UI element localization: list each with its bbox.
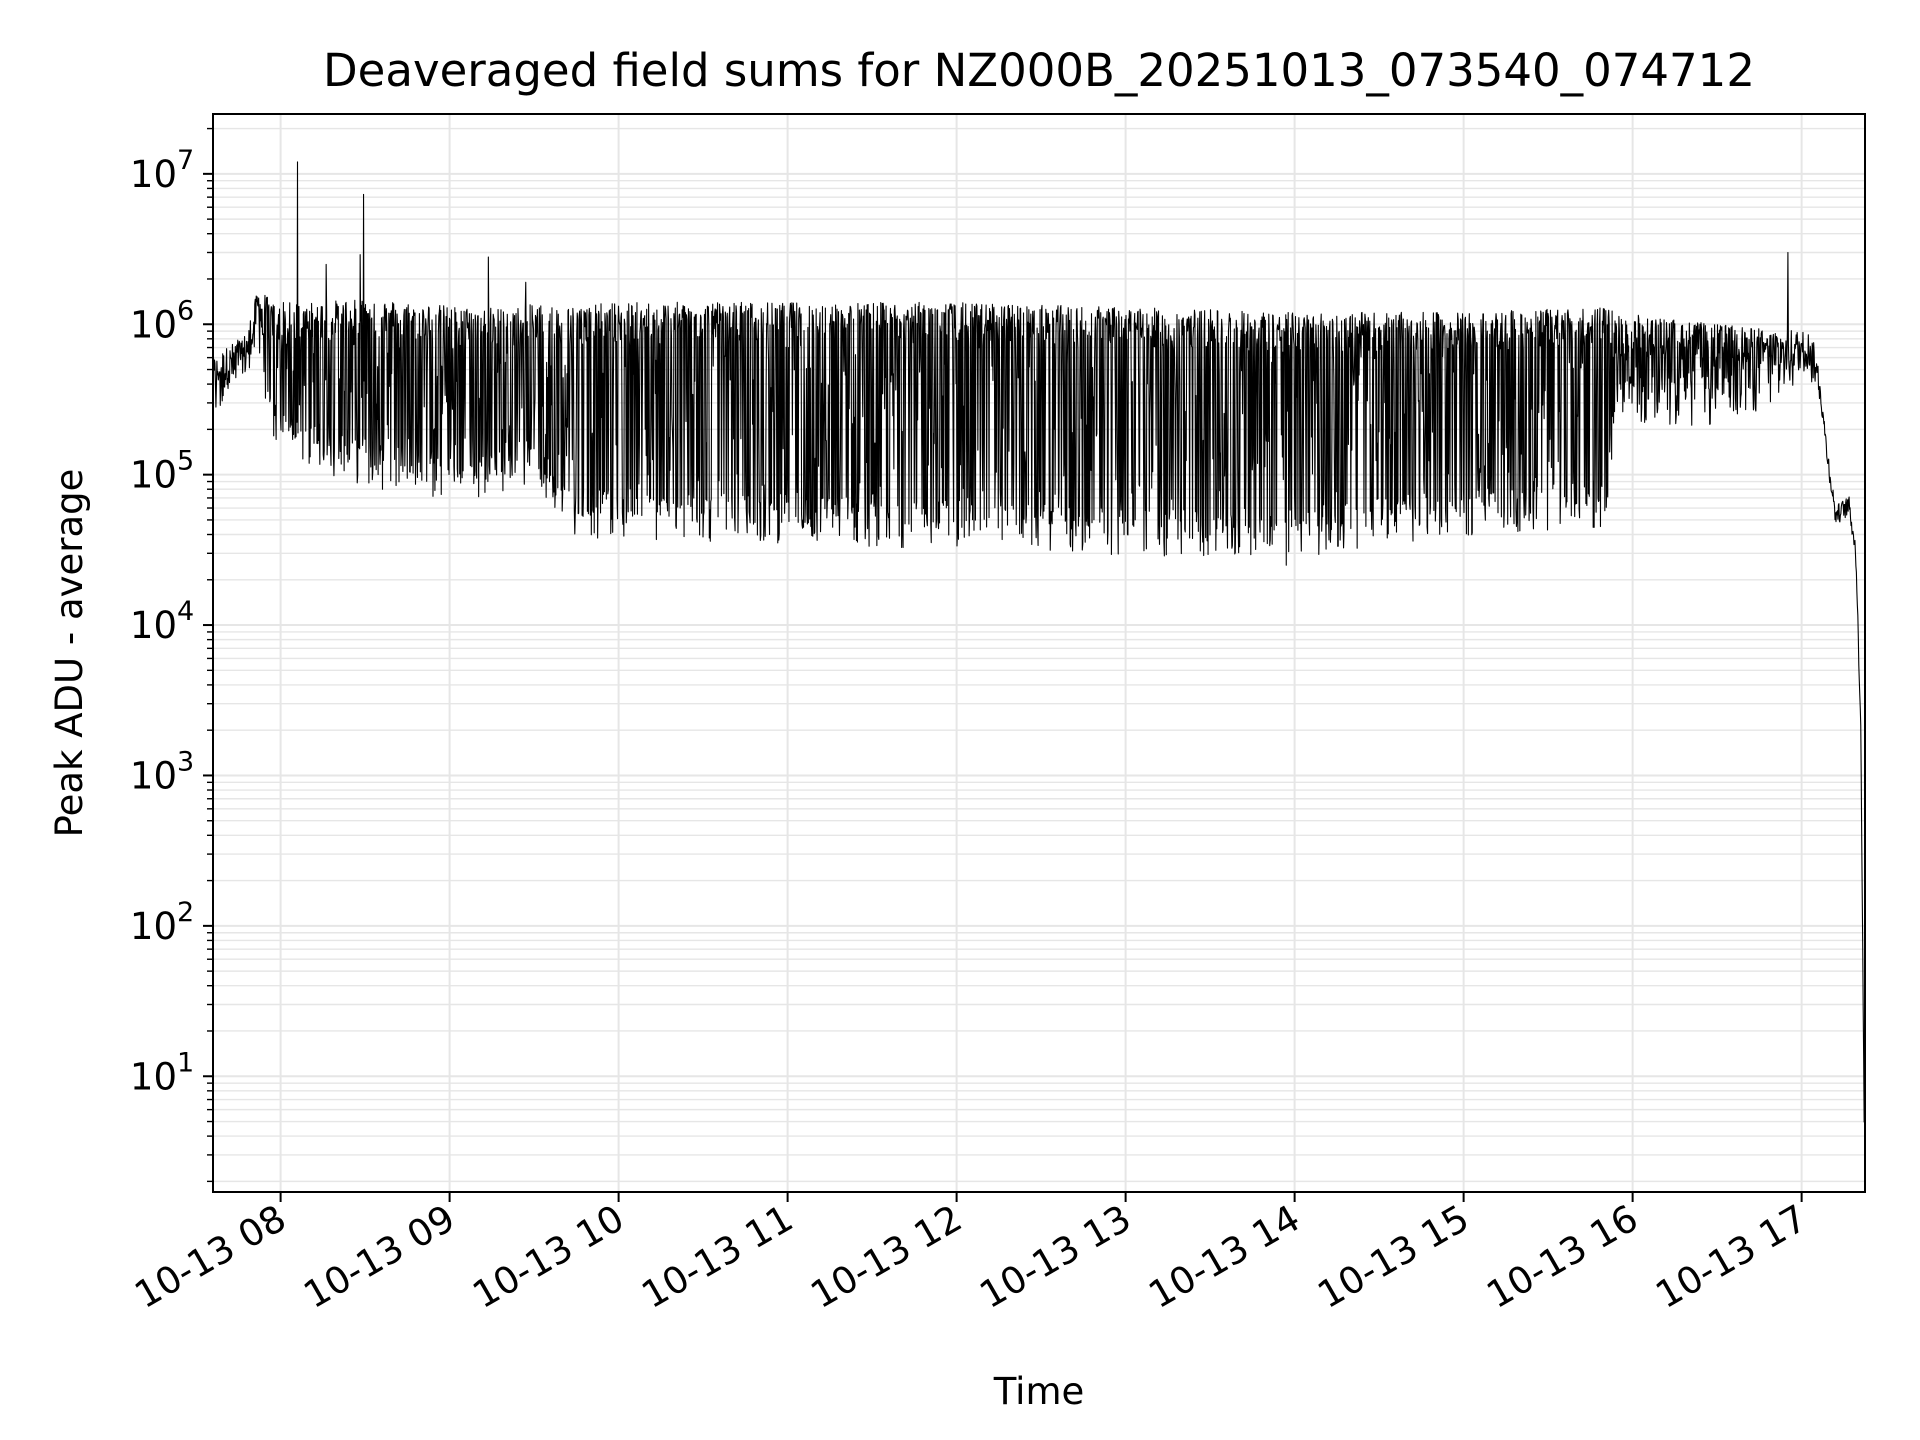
- y-tick-exponent: 1: [177, 1047, 194, 1078]
- y-tick-exponent: 2: [177, 897, 194, 928]
- series-line: [213, 161, 1865, 1123]
- y-tick-label: 10: [130, 905, 177, 948]
- y-tick-exponent: 5: [177, 446, 194, 477]
- y-tick-label: 10: [130, 604, 177, 647]
- plot-frame: [212, 113, 1866, 1193]
- y-tick-exponent: 7: [177, 145, 194, 176]
- y-tick-label: 10: [130, 754, 177, 797]
- plot-area: [213, 161, 1865, 1123]
- chart-title: Deaveraged field sums for NZ000B_2025101…: [323, 44, 1755, 97]
- y-axis-label: Peak ADU - average: [48, 469, 91, 838]
- y-tick-label: 10: [130, 454, 177, 497]
- y-tick-exponent: 6: [177, 295, 194, 326]
- y-tick-label: 10: [130, 1055, 177, 1098]
- y-tick-exponent: 4: [177, 596, 194, 627]
- y-tick-label: 10: [130, 303, 177, 346]
- x-axis-label: Time: [993, 1370, 1085, 1413]
- y-tick-label: 10: [130, 153, 177, 196]
- y-tick-exponent: 3: [177, 746, 194, 777]
